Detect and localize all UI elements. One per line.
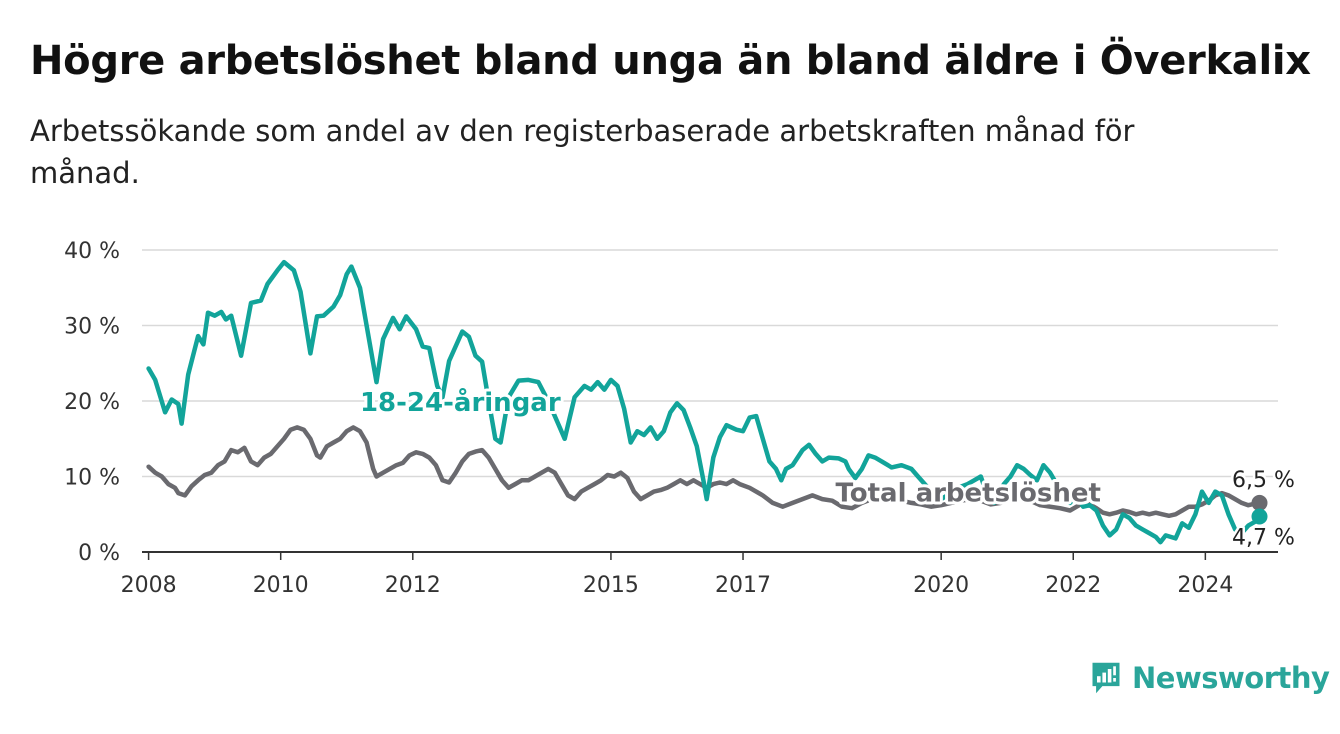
y-tick-label: 30 % bbox=[64, 315, 120, 340]
end-value-total: 6,5 % bbox=[1232, 468, 1295, 493]
x-tick-label: 2020 bbox=[913, 573, 969, 598]
end-value-18-24: 4,7 % bbox=[1232, 526, 1295, 551]
x-tick-label: 2010 bbox=[253, 573, 309, 598]
end-point-total bbox=[1251, 494, 1268, 511]
gridlines bbox=[142, 249, 1278, 478]
newsworthy-logo-icon bbox=[1092, 662, 1120, 694]
y-tick-label: 0 % bbox=[78, 541, 120, 566]
x-axis: 2008 2010 2012 2015 2017 2020 2022 2024 bbox=[121, 551, 1278, 598]
brand-name: Newsworthy bbox=[1132, 661, 1330, 695]
x-tick-label: 2024 bbox=[1177, 573, 1233, 598]
x-tick-label: 2015 bbox=[583, 573, 639, 598]
y-tick-label: 10 % bbox=[64, 466, 120, 491]
x-tick-label: 2017 bbox=[715, 573, 771, 598]
series-label-total: Total arbetslöshet bbox=[835, 479, 1100, 509]
y-tick-label: 20 % bbox=[64, 390, 120, 415]
series-label-18-24: 18-24-åringar bbox=[360, 386, 561, 418]
chart-title: Högre arbetslöshet bland unga än bland ä… bbox=[30, 38, 1311, 84]
y-axis: 0 % 10 % 20 % 30 % 40 % bbox=[64, 239, 120, 566]
x-tick-label: 2012 bbox=[385, 573, 441, 598]
series-labels: 18-24-åringar Total arbetslöshet 4,7 % 6,5 … bbox=[357, 383, 1297, 553]
end-point-18-24 bbox=[1251, 508, 1268, 525]
x-tick-label: 2022 bbox=[1045, 573, 1101, 598]
chart-subtitle: Arbetssökande som andel av den registerb… bbox=[30, 114, 1135, 190]
series-line-18-24 bbox=[146, 259, 1262, 545]
x-tick-label: 2008 bbox=[121, 573, 177, 598]
series bbox=[146, 259, 1268, 545]
brand-logo: Newsworthy bbox=[1088, 660, 1330, 696]
y-tick-label: 40 % bbox=[64, 239, 120, 264]
